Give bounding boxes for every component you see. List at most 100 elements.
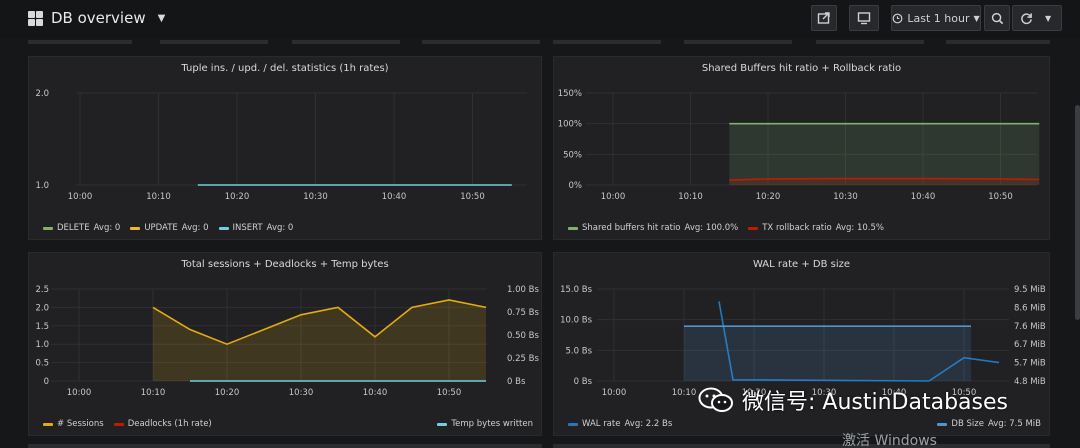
collapsed-panel-strip [816,40,924,44]
legend-label: # Sessions [57,419,104,429]
x-tick-label: 10:00 [68,192,93,202]
zoom-out-button[interactable] [984,5,1010,31]
legend-item[interactable]: DELETE Avg: 0 [43,223,120,233]
legend-label: Temp bytes written [451,419,533,429]
legend-avg: Avg: 0 [266,223,294,233]
x-tick-label: 10:10 [146,192,171,202]
x-tick-label: 10:30 [289,388,314,398]
chart-legend: DELETE Avg: 0 UPDATE Avg: 0 INSERT Avg: 0 [43,223,293,233]
x-tick-label: 10:10 [678,192,703,202]
series-area [153,300,486,381]
y-tick-label: 150% [558,89,582,99]
y-tick-label-right: 0.50 Bs [507,331,539,341]
panel-shared-buffers[interactable]: Shared Buffers hit ratio + Rollback rati… [553,56,1050,240]
collapsed-panel-strip [946,40,1050,44]
refresh-interval-caret-icon[interactable]: ▼ [1045,13,1052,23]
share-icon [817,12,830,24]
x-tick-label: 10:20 [742,388,767,398]
y-tick-label: 0% [569,181,583,191]
legend-swatch [218,226,229,230]
legend-label: UPDATE [144,223,178,233]
collapsed-panel-strip [292,40,400,44]
y-tick-label: 0.5 [35,359,49,369]
legend-swatch [130,226,141,230]
dashboard-grid-icon [28,10,43,26]
sessions-chart: 10:00 10:10 10:20 10:30 10:40 10:50 2.5 2.0 1.5 1… [35,285,539,398]
chart-legend: # Sessions Deadlocks (1h rate) [43,419,212,429]
y-tick-label: 0 [44,377,49,387]
panel-title[interactable]: WAL rate + DB size [752,259,851,270]
chevron-down-icon: ▼ [157,12,166,24]
legend-swatch [43,226,53,230]
refresh-icon [1021,12,1032,24]
panel-tuple-stats[interactable]: Tuple ins. / upd. / del. statistics (1h … [28,56,542,240]
y-tick-label-right: 0.25 Bs [507,354,539,364]
y-tick-label: 10.0 Bs [560,316,592,326]
panel-sessions[interactable]: Total sessions + Deadlocks + Temp bytes … [28,252,542,436]
collapsed-panel-strip [28,40,132,44]
top-navbar: DB overview ▼ Last 1 hour ▼ ▼ [0,0,1080,38]
dashboard-title-button[interactable]: DB overview ▼ [28,9,165,27]
monitor-icon [857,12,871,25]
chart-legend: Shared buffers hit ratio Avg: 100.0% TX r… [568,223,884,233]
x-tick-label: 10:50 [952,388,977,398]
y-tick-label: 1.0 [35,340,49,350]
x-tick-label: 10:30 [833,192,858,202]
page-scrollbar[interactable] [1075,105,1080,320]
series-area [684,326,971,381]
chart-legend: WAL rate Avg: 2.2 Bs [568,419,672,429]
collapsed-panel-strip [28,444,542,448]
legend-label: TX rollback ratio [762,223,832,233]
x-tick-label: 10:30 [303,192,328,202]
x-tick-label: 10:20 [225,192,250,202]
panel-title[interactable]: Shared Buffers hit ratio + Rollback rati… [701,63,902,74]
time-range-picker[interactable]: Last 1 hour ▼ [891,5,981,31]
y-tick-label-right: 4.8 MiB [1014,377,1046,387]
y-tick-label-right: 0.75 Bs [507,308,539,318]
legend-avg: Avg: 100.0% [684,223,739,233]
legend-avg: Avg: 0 [181,223,209,233]
legend-avg: Avg: 10.5% [835,223,884,233]
legend-item[interactable]: Deadlocks (1h rate) [113,419,212,429]
y-tick-label-right: 1.00 Bs [507,285,539,295]
caret-down-icon: ▼ [973,13,980,23]
legend-item[interactable]: WAL rate Avg: 2.2 Bs [568,419,672,429]
legend-item[interactable]: TX rollback ratio Avg: 10.5% [748,223,884,233]
legend-item-right[interactable]: Temp bytes written [437,419,533,429]
legend-item[interactable]: # Sessions [43,419,104,429]
legend-item[interactable]: INSERT Avg: 0 [218,223,294,233]
x-tick-label: 10:20 [215,388,240,398]
panel-wal-rate[interactable]: WAL rate + DB size 10:00 10:10 10:20 10:30 1… [553,252,1050,436]
panel-title[interactable]: Tuple ins. / upd. / del. statistics (1h … [181,63,389,74]
x-tick-label: 10:50 [460,192,485,202]
legend-label: Shared buffers hit ratio [582,223,681,233]
shared-buffers-chart: 10:00 10:10 10:20 10:30 10:40 10:50 150% 100% 50… [558,89,1040,202]
x-tick-label: 10:40 [911,192,936,202]
dashboard-title: DB overview [51,9,146,27]
view-mode-button[interactable] [849,5,879,31]
refresh-button[interactable]: ▼ [1012,5,1062,31]
collapsed-panel-strip [684,40,792,44]
y-tick-label-right: 7.6 MiB [1014,322,1046,332]
y-tick-label-right: 6.7 MiB [1014,340,1046,350]
panel-title[interactable]: Total sessions + Deadlocks + Temp bytes [181,259,389,270]
y-tick-label-right: 9.5 MiB [1014,285,1046,295]
legend-swatch [568,422,578,426]
x-tick-label: 10:10 [141,388,166,398]
collapsed-panel-strip [160,40,268,44]
x-tick-label: 10:50 [988,192,1013,202]
series-line [152,299,487,346]
y-tick-label: 5.0 Bs [566,346,593,356]
legend-item[interactable]: UPDATE Avg: 0 [130,223,209,233]
y-tick-label: 2.0 [35,303,49,313]
legend-item[interactable]: Shared buffers hit ratio Avg: 100.0% [568,223,738,233]
series-area [729,178,1040,185]
time-range-label: Last 1 hour [907,11,970,25]
legend-item-right[interactable]: DB Size Avg: 7.5 MiB [937,419,1041,429]
tuple-stats-chart: 10:00 10:10 10:20 10:30 10:40 10:50 2.0 1.0 [35,89,527,202]
share-button[interactable] [811,5,837,31]
x-tick-label: 10:00 [602,388,627,398]
collapsed-panel-strip [422,40,540,44]
collapsed-panel-strip [553,40,661,44]
legend-swatch [748,226,759,230]
